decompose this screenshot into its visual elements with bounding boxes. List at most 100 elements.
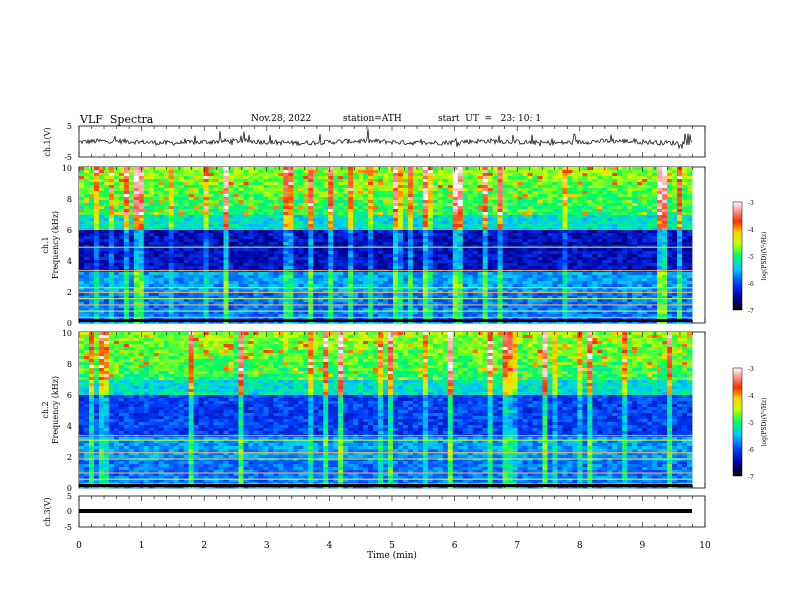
- spectrogram-cell: [517, 239, 523, 243]
- spectrogram-cell: [687, 254, 693, 258]
- spectrogram-cell: [333, 224, 339, 228]
- spectrogram-cell: [547, 248, 553, 252]
- spectrogram-cell: [392, 230, 399, 234]
- spectrogram-cell: [672, 167, 678, 171]
- spectrogram-cell: [407, 167, 414, 171]
- spectrogram-cell: [183, 272, 190, 276]
- spectrogram-cell: [318, 206, 324, 210]
- spectrogram-cell: [587, 215, 593, 219]
- spectrogram-cell: [437, 257, 444, 261]
- spectrogram-cell: [308, 218, 314, 222]
- spectrogram-cell: [652, 242, 658, 246]
- spectrogram-cell: [637, 275, 643, 279]
- spectrogram-cell: [432, 218, 439, 222]
- spectrogram-cell: [133, 263, 140, 267]
- spectrogram-cell: [457, 227, 464, 231]
- spectrogram-cell: [597, 209, 603, 213]
- spectrogram-cell: [512, 257, 518, 261]
- spectrogram-cell: [622, 263, 628, 267]
- spectrogram-cell: [368, 266, 374, 270]
- spectrogram-cell: [502, 266, 508, 270]
- spectrogram-cell: [173, 230, 180, 234]
- spectrogram-cell: [98, 215, 105, 219]
- spectrogram-cell: [108, 218, 115, 222]
- spectrogram-cell: [368, 221, 374, 225]
- spectrogram-cell: [642, 266, 648, 270]
- spectrogram-cell: [358, 218, 364, 222]
- spectrogram-cell: [83, 200, 90, 204]
- spectrogram-cell: [387, 173, 394, 177]
- spectrogram-cell: [88, 224, 95, 228]
- spectrogram-cell: [432, 260, 439, 264]
- spectrogram-cell: [358, 260, 364, 264]
- spectrogram-cell: [328, 194, 334, 198]
- spectrogram-cell: [123, 224, 130, 228]
- spectrogram-cell: [168, 257, 175, 261]
- spectrogram-cell: [173, 215, 180, 219]
- spectrogram-cell: [368, 248, 374, 252]
- spectrogram-cell: [383, 254, 389, 258]
- spectrogram-cell: [128, 278, 135, 282]
- spectrogram-cell: [442, 257, 449, 261]
- spectrogram-cell: [233, 167, 239, 171]
- spectrogram-cell: [417, 242, 424, 246]
- spectrogram-cell: [572, 209, 578, 213]
- spectrogram-cell: [293, 212, 299, 216]
- spectrogram-cell: [338, 173, 344, 177]
- spectrogram-cell: [582, 167, 588, 171]
- spectrogram-cell: [617, 200, 623, 204]
- spectrogram-cell: [98, 206, 105, 210]
- spectrogram-cell: [462, 263, 469, 267]
- spectrogram-cell: [268, 248, 274, 252]
- spectrogram-cell: [213, 206, 219, 210]
- spectrogram-cell: [343, 176, 349, 180]
- spectrogram-cell: [333, 182, 339, 186]
- spectrogram-cell: [452, 209, 459, 213]
- spectrogram-cell: [572, 206, 578, 210]
- spectrogram-cell: [637, 266, 643, 270]
- spectrogram-cell: [492, 221, 499, 225]
- spectrogram-cell: [358, 206, 364, 210]
- spectrogram-cell: [687, 263, 693, 267]
- spectrogram-cell: [657, 221, 663, 225]
- spectrogram-cell: [597, 242, 603, 246]
- spectrogram-cell: [303, 203, 309, 207]
- spectrogram-cell: [373, 185, 379, 189]
- spectrogram-cell: [597, 275, 603, 279]
- spectrogram-cell: [128, 170, 135, 174]
- spectrogram-cell: [557, 173, 563, 177]
- spectrogram-cell: [672, 260, 678, 264]
- spectrogram-cell: [83, 179, 90, 183]
- spectrogram-cell: [88, 188, 95, 192]
- spectrogram-cell: [607, 233, 613, 237]
- spectrogram-cell: [273, 200, 279, 204]
- spectrogram-cell: [158, 224, 165, 228]
- spectrogram-cell: [662, 272, 668, 276]
- spectrogram-cell: [492, 233, 499, 237]
- spectrogram-cell: [562, 173, 568, 177]
- spectrogram-cell: [303, 236, 309, 240]
- spectrogram-cell: [542, 224, 548, 228]
- spectrogram-cell: [562, 278, 568, 282]
- spectrogram-cell: [138, 182, 145, 186]
- spectrogram-cell: [273, 287, 279, 291]
- spectrogram-cell: [348, 194, 354, 198]
- spectrogram-cell: [387, 281, 394, 285]
- spectrogram-cell: [328, 239, 334, 243]
- spectrogram-cell: [263, 191, 269, 195]
- spectrogram-cell: [353, 242, 359, 246]
- spectrogram-cell: [258, 176, 264, 180]
- spectrogram-cell: [472, 203, 479, 207]
- spectrogram-cell: [163, 209, 170, 213]
- spectrogram-cell: [547, 215, 553, 219]
- spectrogram-cell: [472, 227, 479, 231]
- spectrogram-cell: [188, 215, 195, 219]
- spectrogram-cell: [627, 203, 633, 207]
- spectrogram-cell: [128, 215, 135, 219]
- spectrogram-cell: [203, 215, 209, 219]
- spectrogram-cell: [143, 275, 150, 279]
- spectrogram-cell: [467, 236, 474, 240]
- spectrogram-cell: [143, 218, 150, 222]
- spectrogram-cell: [537, 278, 543, 282]
- spectrogram-cell: [507, 170, 513, 174]
